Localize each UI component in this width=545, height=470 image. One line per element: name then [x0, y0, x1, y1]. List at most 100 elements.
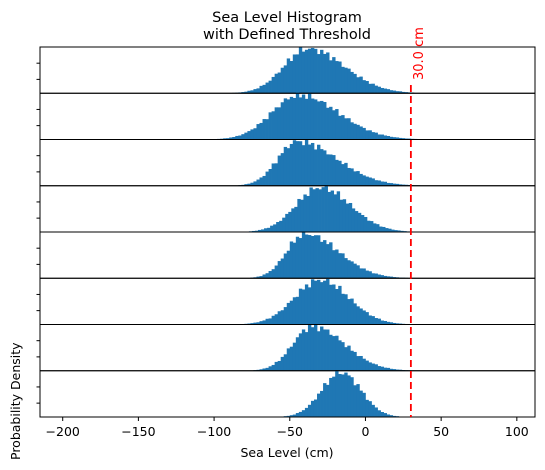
histogram-bar — [320, 100, 324, 140]
histogram-bar — [347, 375, 351, 417]
histogram-bar — [341, 164, 345, 186]
histogram-bar — [310, 400, 315, 417]
histogram-bar — [323, 329, 327, 371]
histogram-bar — [338, 160, 342, 186]
histogram-bar — [373, 223, 377, 232]
histogram-bar — [289, 61, 294, 94]
histogram-bar — [336, 191, 341, 232]
histogram-bar — [301, 329, 306, 371]
histogram-bar — [365, 130, 369, 140]
histogram-bar — [307, 93, 312, 140]
histogram-bar — [389, 415, 394, 417]
histogram-bar — [356, 265, 360, 279]
histogram-bar — [395, 323, 400, 325]
histogram-bar — [295, 413, 300, 417]
histogram-bar — [307, 324, 312, 371]
histogram-bar — [338, 61, 342, 94]
histogram-bar — [295, 236, 300, 279]
histogram-bar — [295, 90, 300, 140]
histogram-bar — [323, 150, 327, 186]
histogram-panel-3 — [36, 139, 536, 187]
histogram-bar — [235, 135, 239, 140]
histogram-bar — [326, 278, 330, 325]
histogram-bar — [268, 169, 272, 186]
histogram-bar — [370, 221, 374, 232]
histogram-bar — [300, 199, 304, 232]
histogram-bar — [365, 176, 369, 186]
histogram-bar — [368, 83, 372, 94]
histogram-bar — [277, 261, 282, 279]
histogram-bar — [371, 316, 375, 325]
histogram-bar — [380, 366, 384, 371]
histogram-bar — [347, 299, 351, 325]
histogram-bar — [256, 124, 260, 140]
histogram-bar — [295, 337, 300, 371]
histogram-bar — [264, 228, 268, 232]
histogram-bar — [289, 300, 294, 325]
histogram-bar — [386, 414, 391, 417]
histogram-bar — [338, 253, 342, 279]
histogram-bar — [283, 354, 288, 371]
chart-title-line-2: with Defined Threshold — [203, 27, 371, 43]
histogram-bar — [330, 190, 335, 232]
histogram-bar — [271, 76, 275, 94]
histogram-bar — [317, 393, 321, 417]
histogram-bar — [301, 410, 306, 417]
histogram-bar — [256, 322, 260, 325]
histogram-bar — [385, 228, 389, 232]
histogram-bar — [268, 271, 272, 279]
histogram-bar — [304, 284, 309, 325]
histogram-bar — [353, 171, 357, 186]
histogram-bar — [273, 224, 277, 232]
histogram-bar — [286, 302, 291, 325]
histogram-bar — [350, 298, 354, 325]
histogram-bar — [374, 364, 378, 371]
histogram-bar — [274, 163, 279, 186]
histogram-bar — [295, 54, 300, 94]
histogram-bar — [285, 213, 289, 232]
histogram-bar — [277, 155, 282, 186]
histogram-bar — [386, 136, 391, 140]
histogram-bar — [353, 351, 357, 371]
histogram-bar — [380, 412, 384, 417]
histogram-bar — [335, 61, 339, 94]
histogram-bar — [253, 181, 257, 186]
histogram-bar — [341, 115, 345, 140]
panel-frame — [39, 370, 536, 418]
histogram-bar — [377, 410, 381, 417]
histogram-bar — [292, 242, 297, 279]
histogram-bar — [280, 356, 285, 371]
histogram-bar — [301, 51, 306, 94]
histogram-bar — [353, 385, 357, 417]
histogram-bar — [292, 97, 297, 140]
histogram-bar — [312, 189, 316, 232]
histogram-bar — [310, 279, 315, 325]
histogram-bar — [250, 129, 254, 140]
histogram-bar — [383, 321, 387, 325]
histogram-bar — [298, 333, 303, 371]
histogram-bar — [295, 296, 300, 325]
histogram-bar — [382, 226, 386, 232]
histogram-bar — [259, 276, 263, 279]
histogram-bar — [383, 275, 387, 279]
histogram-bar — [277, 72, 282, 94]
histogram-bar — [394, 230, 398, 232]
histogram-bar — [353, 303, 357, 325]
y-axis-label: Probability Density — [8, 342, 23, 460]
histogram-bar — [356, 171, 360, 186]
histogram-bar — [391, 229, 395, 232]
histogram-bar — [244, 184, 248, 186]
threshold-label: 30.0 cm — [412, 27, 427, 80]
histogram-bar — [365, 312, 369, 325]
histogram-bar — [389, 368, 394, 371]
histogram-bar — [329, 284, 333, 325]
histogram-bar — [344, 294, 348, 325]
histogram-bar — [295, 141, 300, 186]
histogram-bar — [304, 139, 309, 186]
histogram-bar — [356, 124, 360, 140]
histogram-bar — [276, 222, 280, 232]
histogram-bar — [301, 94, 306, 140]
histogram-bar — [344, 372, 348, 417]
histogram-bar — [338, 285, 342, 325]
histogram-bar — [247, 90, 251, 94]
